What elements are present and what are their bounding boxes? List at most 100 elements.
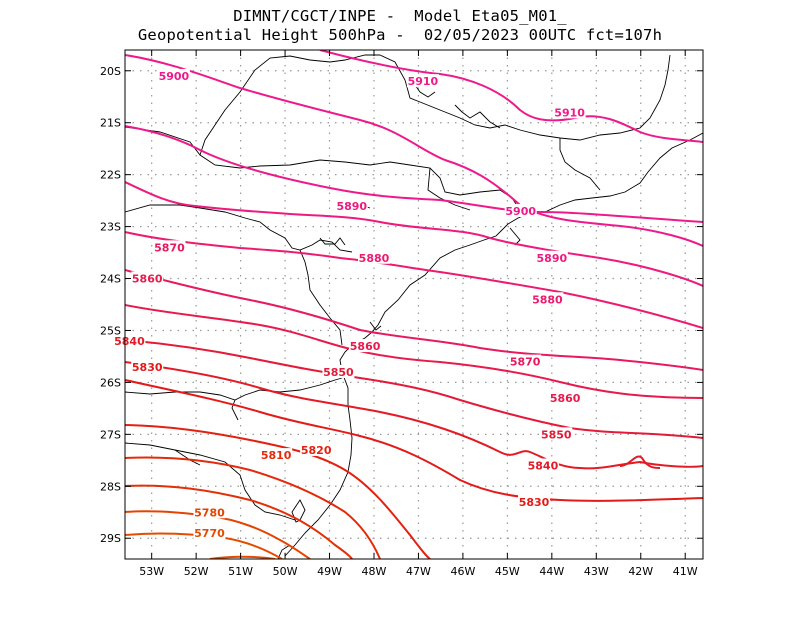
coast-segment bbox=[277, 544, 291, 559]
contour-label-bg bbox=[113, 333, 146, 347]
contour-label-bg bbox=[260, 448, 293, 462]
contour-label-bg bbox=[349, 339, 382, 353]
contour-label-bg bbox=[193, 526, 226, 540]
contour-label-bg bbox=[357, 250, 390, 264]
contour-label-bg bbox=[153, 240, 186, 254]
lon-label: 47W bbox=[406, 565, 431, 578]
coast-segment bbox=[231, 399, 239, 421]
contour-label: 5850 bbox=[541, 428, 572, 441]
coast-segment bbox=[454, 104, 501, 129]
height-contours bbox=[125, 50, 703, 559]
lon-label: 46W bbox=[450, 565, 475, 578]
contour-label-bg bbox=[509, 354, 542, 368]
contour-label-bg bbox=[531, 292, 564, 306]
contour-label: 5910 bbox=[408, 75, 439, 88]
axis-ticks: 20S 21S 22S 23S 24S 25S 26S 27S 28S 29S 53W 52W 51W 5… bbox=[100, 50, 703, 578]
contour-label-bg bbox=[535, 250, 568, 264]
lat-label: 21S bbox=[100, 117, 121, 130]
lat-label: 28S bbox=[100, 480, 121, 493]
contour-label: 5820 bbox=[301, 444, 332, 457]
contour-label: 5860 bbox=[550, 392, 581, 405]
lat-label: 27S bbox=[100, 428, 121, 441]
lon-label: 48W bbox=[362, 565, 387, 578]
contour-label: 5890 bbox=[537, 252, 568, 265]
contour-label: 5900 bbox=[505, 205, 536, 218]
lon-label: 44W bbox=[539, 565, 564, 578]
contour-line bbox=[125, 181, 703, 287]
contour-label-bg bbox=[553, 105, 586, 119]
contour-label-bg bbox=[549, 390, 582, 404]
coast-segment bbox=[199, 54, 380, 156]
contour-label-bg bbox=[406, 74, 439, 88]
lat-label: 24S bbox=[100, 273, 121, 286]
contour-line bbox=[125, 339, 703, 439]
coast-segment bbox=[427, 167, 471, 211]
lon-label: 43W bbox=[584, 565, 609, 578]
contour-line bbox=[125, 379, 703, 502]
lon-label: 50W bbox=[273, 565, 298, 578]
lat-label: 23S bbox=[100, 221, 121, 234]
contour-label-bg bbox=[131, 271, 164, 285]
contour-line bbox=[125, 54, 703, 247]
contour-label: 5860 bbox=[132, 273, 163, 286]
contour-line bbox=[125, 424, 431, 559]
lat-label: 20S bbox=[100, 65, 121, 78]
contour-label: 5900 bbox=[159, 70, 190, 83]
coast-segment bbox=[414, 84, 436, 98]
contour-label-bg bbox=[322, 365, 355, 379]
coast-segment bbox=[125, 126, 521, 211]
contour-label: 5910 bbox=[554, 106, 585, 119]
contour-label: 5880 bbox=[359, 252, 390, 265]
lon-label: 51W bbox=[228, 565, 253, 578]
lon-label: 45W bbox=[495, 565, 520, 578]
contour-line bbox=[319, 50, 703, 143]
coast-segment bbox=[284, 132, 703, 557]
contour-label-bg bbox=[518, 494, 551, 508]
map-title-line-2: Geopotential Height 500hPa - 02/05/2023 … bbox=[137, 26, 663, 44]
contour-label: 5830 bbox=[132, 361, 163, 374]
contour-label: 5780 bbox=[194, 506, 225, 519]
coast-segment bbox=[319, 237, 346, 246]
contour-label: 5870 bbox=[510, 356, 541, 369]
coast-segment bbox=[299, 249, 343, 346]
contour-line bbox=[209, 555, 276, 559]
coast-segment bbox=[559, 138, 601, 191]
contour-line bbox=[125, 456, 381, 559]
contour-label: 5890 bbox=[336, 200, 367, 213]
contour-label: 5860 bbox=[350, 340, 381, 353]
contour-label: 5810 bbox=[261, 449, 292, 462]
coast-segment bbox=[125, 204, 353, 253]
lat-label: 29S bbox=[100, 532, 121, 545]
coast-segment bbox=[125, 377, 343, 401]
contour-line bbox=[125, 125, 703, 223]
contour-label: 5770 bbox=[194, 527, 225, 540]
contour-line bbox=[125, 484, 353, 559]
coast-segment bbox=[369, 321, 382, 331]
lat-label: 26S bbox=[100, 376, 121, 389]
contour-label-bg bbox=[157, 68, 190, 82]
contour-label-bg bbox=[335, 198, 368, 212]
lon-label: 53W bbox=[139, 565, 164, 578]
contour-line bbox=[125, 231, 703, 329]
lat-label: 25S bbox=[100, 324, 121, 337]
coast-segment bbox=[291, 499, 306, 523]
coast-segment bbox=[125, 442, 296, 521]
contour-label: 5840 bbox=[528, 460, 559, 473]
coastline-borders bbox=[125, 54, 703, 559]
contour-label: 5880 bbox=[532, 293, 563, 306]
contour-label: 5850 bbox=[323, 366, 354, 379]
contour-label-bg bbox=[540, 427, 573, 441]
contour-label: 5870 bbox=[154, 241, 185, 254]
contour-label: 5830 bbox=[519, 496, 550, 509]
contour-labels: 5900 5910 5910 5890 5900 5870 5880 5890 5860 5880… bbox=[113, 68, 586, 540]
plot-frame bbox=[124, 49, 704, 560]
contour-line bbox=[125, 269, 703, 371]
contour-label-bg bbox=[300, 442, 333, 456]
coast-segment bbox=[379, 54, 671, 141]
contour-line bbox=[619, 455, 661, 469]
contour-line bbox=[125, 361, 703, 470]
contour-label-bg bbox=[504, 204, 537, 218]
contour-label-bg bbox=[526, 458, 559, 472]
contour-label-bg bbox=[193, 505, 226, 519]
